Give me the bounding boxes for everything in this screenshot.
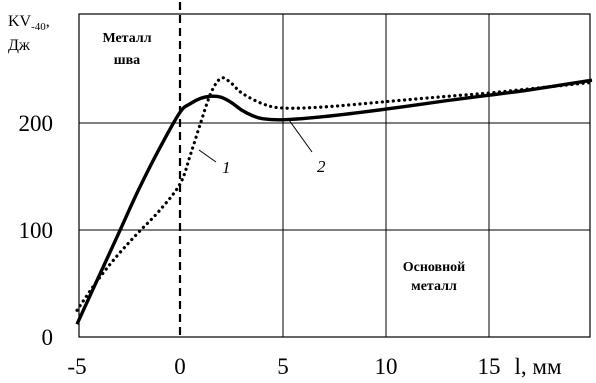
y-tick-label: 0	[42, 325, 54, 350]
y-tick-label: 200	[19, 111, 54, 136]
plot-frame	[78, 13, 591, 338]
x-tick-label: 15	[478, 354, 501, 379]
y-axis-label-main: KV	[8, 13, 32, 30]
y-axis-label: KV-40,	[8, 13, 50, 33]
y-axis-label-comma: ,	[46, 13, 50, 30]
weld-metal-label-2: шва	[114, 53, 140, 68]
curve-2-leader	[288, 119, 313, 153]
data-series	[75, 76, 594, 325]
base-metal-label-1: Основной	[403, 260, 466, 275]
x-tick-label: -5	[67, 354, 86, 379]
tick-labels: -5 0 5 10 15 0 100 200	[19, 111, 501, 379]
series-line-2	[75, 76, 594, 312]
x-axis-label: l, мм	[515, 354, 562, 379]
x-tick-label: 5	[277, 354, 289, 379]
curve-2-label: 2	[317, 157, 326, 176]
curve-1-label: 1	[222, 158, 231, 177]
x-tick-label: 10	[375, 354, 398, 379]
x-tick-label: 0	[174, 354, 186, 379]
grid	[78, 2, 591, 338]
y-axis-unit: Дж	[8, 37, 31, 54]
base-metal-label-2: металл	[411, 279, 457, 294]
curve-1-leader	[198, 149, 217, 163]
y-tick-label: 100	[19, 218, 54, 243]
weld-metal-label-1: Металл	[102, 31, 151, 46]
y-axis-label-subscript: -40	[31, 21, 46, 33]
series-line-1	[75, 78, 593, 325]
